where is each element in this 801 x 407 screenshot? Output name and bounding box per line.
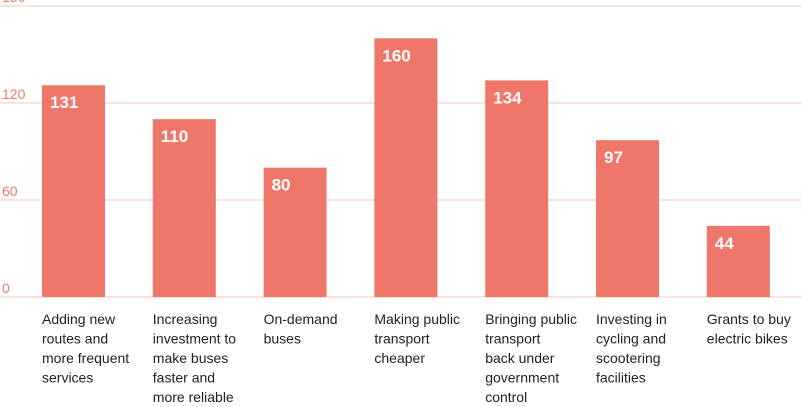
x-axis-category-labels: Adding new routes and more frequent service… — [42, 311, 791, 405]
category-label: On-demand buses — [264, 311, 338, 347]
category-label: Grants to buy electric bikes — [707, 311, 791, 347]
bars: 131 110 80 160 134 97 44 — [42, 38, 770, 298]
category-label-line: facilities — [596, 370, 646, 386]
category-label: Making public transport cheaper — [374, 311, 460, 366]
category-label-line: cheaper — [374, 350, 425, 366]
category-label-line: more frequent — [42, 350, 129, 366]
category-label-line: Making public — [374, 311, 460, 327]
bar-value-label: 97 — [604, 148, 623, 167]
bar — [596, 140, 659, 297]
category-label-line: faster and — [153, 370, 215, 386]
category-label: Investing in cycling and scootering facilit… — [596, 311, 667, 386]
bar-value-label: 80 — [272, 176, 291, 195]
category-label-line: buses — [264, 331, 301, 347]
category-label-line: Bringing public — [485, 311, 577, 327]
bar-value-label: 44 — [715, 234, 734, 253]
bar-value-label: 160 — [382, 46, 410, 65]
category-label-line: services — [42, 370, 93, 386]
category-label-line: electric bikes — [707, 331, 788, 347]
bar-value-label: 134 — [493, 88, 522, 107]
category-label-line: cycling and — [596, 331, 666, 347]
category-label: Increasing investment to make buses faster … — [153, 311, 236, 405]
category-label-line: Grants to buy — [707, 311, 791, 327]
category-label-line: control — [485, 389, 527, 405]
bar — [374, 38, 438, 297]
category-label-line: scootering — [596, 350, 661, 366]
y-tick-label: 180 — [2, 0, 26, 5]
bar — [42, 85, 105, 297]
category-label-line: investment to — [153, 331, 236, 347]
category-label-line: make buses — [153, 350, 228, 366]
category-label-line: more reliable — [153, 389, 234, 405]
category-label-line: transport — [485, 331, 540, 347]
category-label-line: Investing in — [596, 311, 667, 327]
category-label: Bringing public transport back under govern… — [485, 311, 577, 405]
category-label: Adding new routes and more frequent service… — [42, 311, 129, 386]
bar — [152, 119, 216, 298]
category-label-line: On-demand — [264, 311, 338, 327]
bar-value-label: 110 — [161, 127, 188, 146]
bar — [706, 225, 770, 297]
category-label-line: transport — [374, 331, 429, 347]
category-label-line: back under — [485, 350, 555, 366]
category-label-line: government — [485, 370, 559, 386]
category-label-line: Adding new — [42, 311, 116, 327]
bar — [485, 80, 549, 297]
y-tick-label: 0 — [2, 280, 10, 296]
bar-value-label: 131 — [50, 93, 78, 112]
category-label-line: Increasing — [153, 311, 218, 327]
category-label-line: routes and — [42, 331, 108, 347]
y-tick-label: 60 — [2, 183, 18, 199]
bar — [263, 167, 327, 297]
y-tick-label: 120 — [2, 86, 26, 102]
y-axis-tick-labels: 0 60 120 180 — [2, 0, 26, 296]
